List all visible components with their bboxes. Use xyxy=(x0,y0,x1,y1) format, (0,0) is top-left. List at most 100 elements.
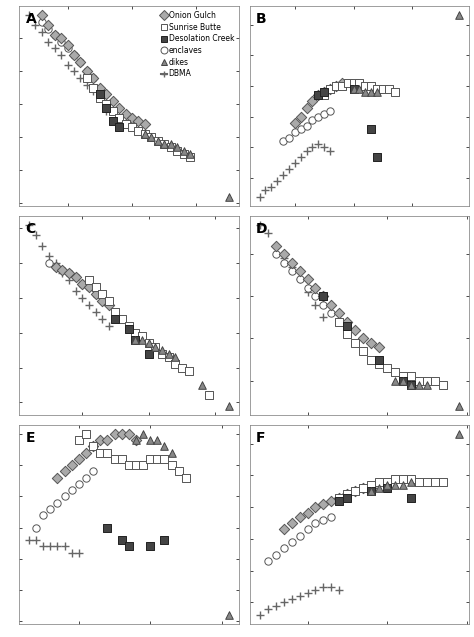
Point xyxy=(303,103,310,113)
Point xyxy=(64,43,72,54)
Point xyxy=(383,480,391,490)
Point xyxy=(344,492,351,503)
Point xyxy=(344,321,351,331)
Point xyxy=(102,89,110,99)
Point xyxy=(352,486,359,496)
Point xyxy=(104,522,111,533)
Point xyxy=(32,230,39,240)
Point xyxy=(146,435,154,445)
Point xyxy=(375,483,383,493)
Point xyxy=(38,10,46,20)
Point xyxy=(256,192,264,202)
Point xyxy=(160,139,168,149)
Point xyxy=(273,176,281,187)
Point xyxy=(338,78,346,88)
Point xyxy=(360,333,367,343)
Point xyxy=(132,435,140,445)
Point xyxy=(360,483,367,493)
Point xyxy=(400,376,407,386)
Point xyxy=(373,152,381,162)
Point xyxy=(118,313,126,324)
Point xyxy=(332,81,340,91)
Point xyxy=(109,116,117,126)
Point xyxy=(165,352,173,362)
Point xyxy=(51,30,58,40)
Point xyxy=(52,261,59,271)
Point xyxy=(350,84,357,94)
Point xyxy=(39,541,47,552)
Point xyxy=(51,43,58,54)
Point xyxy=(85,275,92,285)
Point xyxy=(344,78,352,88)
Point xyxy=(264,228,272,238)
Point xyxy=(125,320,133,331)
Point xyxy=(280,254,287,264)
Point xyxy=(367,124,375,134)
Point xyxy=(64,60,72,70)
Point xyxy=(77,57,84,67)
Point xyxy=(39,510,47,520)
Point xyxy=(315,140,322,150)
Point xyxy=(167,142,174,152)
Point xyxy=(373,87,381,97)
Point xyxy=(391,87,399,97)
Point xyxy=(385,84,392,94)
Point xyxy=(154,435,161,445)
Point xyxy=(304,275,311,285)
Point xyxy=(352,338,359,348)
Point xyxy=(82,429,90,439)
Point xyxy=(383,476,391,487)
Point xyxy=(328,582,335,592)
Point xyxy=(91,289,99,299)
Point xyxy=(186,152,194,162)
Point xyxy=(367,87,375,97)
Point xyxy=(78,293,86,303)
Point xyxy=(83,66,91,76)
Point xyxy=(408,380,415,390)
Point xyxy=(138,334,146,345)
Point xyxy=(45,37,52,47)
Point xyxy=(96,93,104,103)
Point xyxy=(291,127,299,137)
Point xyxy=(408,473,415,483)
Point xyxy=(90,86,97,96)
Point xyxy=(72,286,79,296)
Point xyxy=(431,376,439,386)
Point xyxy=(54,497,61,508)
Point xyxy=(75,479,82,489)
Point xyxy=(141,129,149,139)
Point xyxy=(309,115,316,125)
Point xyxy=(344,489,351,499)
Point xyxy=(336,308,343,318)
Point xyxy=(118,429,126,439)
Point xyxy=(91,289,99,299)
Point xyxy=(70,50,78,60)
Point xyxy=(75,548,82,558)
Point xyxy=(328,308,335,318)
Point xyxy=(128,113,136,123)
Point xyxy=(320,87,328,97)
Point xyxy=(161,441,168,452)
Point xyxy=(309,96,316,106)
Point xyxy=(58,268,66,278)
Point xyxy=(64,40,72,50)
Point xyxy=(83,66,91,76)
Point xyxy=(375,354,383,364)
Point xyxy=(90,83,97,93)
Point xyxy=(51,30,58,40)
Point xyxy=(336,317,343,327)
Point xyxy=(336,496,343,506)
Point xyxy=(344,317,351,327)
Point xyxy=(158,348,166,359)
Point xyxy=(147,132,155,143)
Point xyxy=(424,476,431,487)
Point xyxy=(326,106,334,116)
Point xyxy=(115,122,123,132)
Point xyxy=(198,380,206,390)
Point xyxy=(312,502,319,512)
Point xyxy=(362,81,369,91)
Point xyxy=(280,524,287,534)
Point xyxy=(89,466,97,476)
Point xyxy=(45,20,52,31)
Point xyxy=(180,148,187,159)
